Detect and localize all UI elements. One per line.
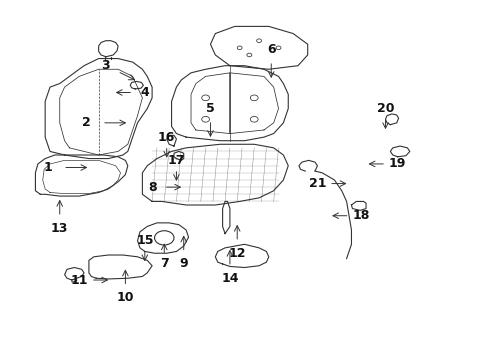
Text: 8: 8 (147, 181, 156, 194)
Text: 12: 12 (228, 247, 245, 260)
Text: 17: 17 (167, 154, 185, 167)
Text: 5: 5 (205, 102, 214, 115)
Text: 10: 10 (116, 291, 134, 305)
Text: 7: 7 (160, 257, 168, 270)
Text: 15: 15 (136, 234, 153, 247)
Text: 2: 2 (82, 116, 91, 129)
Text: 1: 1 (43, 161, 52, 174)
Text: 11: 11 (70, 274, 88, 287)
Text: 6: 6 (266, 43, 275, 56)
Text: 3: 3 (102, 59, 110, 72)
Text: 21: 21 (308, 177, 325, 190)
Text: 9: 9 (179, 257, 188, 270)
Text: 13: 13 (51, 222, 68, 235)
Text: 19: 19 (388, 157, 406, 170)
Text: 16: 16 (158, 131, 175, 144)
Text: 18: 18 (352, 209, 369, 222)
Text: 4: 4 (140, 86, 149, 99)
Text: 14: 14 (221, 272, 238, 285)
Text: 20: 20 (376, 102, 393, 115)
